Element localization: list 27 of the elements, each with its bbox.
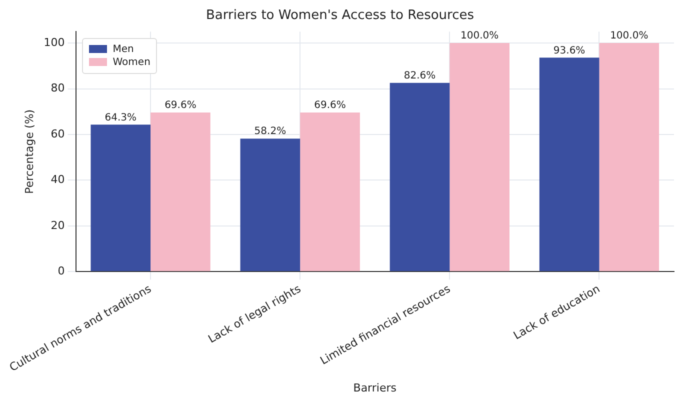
bar [300, 112, 360, 272]
y-axis-title: Percentage (%) [23, 109, 36, 194]
y-tick-label: 60 [50, 127, 65, 140]
legend-label: Women [112, 56, 150, 68]
data-label: 64.3% [104, 112, 137, 124]
data-label: 82.6% [404, 70, 436, 82]
data-label: 100.0% [460, 30, 499, 42]
bar [599, 43, 660, 272]
bar [450, 43, 510, 272]
bar [539, 58, 600, 272]
data-label: 93.6% [553, 45, 586, 56]
y-tick-label: 20 [50, 218, 65, 232]
chart-title: Barriers to Women's Access to Resources [206, 8, 474, 24]
legend-label: Men [112, 44, 134, 55]
data-label: 69.6% [314, 100, 346, 112]
x-axis-title: Barriers [353, 381, 397, 394]
bar [150, 112, 210, 272]
data-label: 100.0% [610, 30, 648, 42]
bar [240, 138, 300, 272]
data-label: 69.6% [164, 100, 196, 112]
bar [90, 124, 151, 272]
y-tick-label: 100 [44, 36, 65, 49]
bar [390, 82, 450, 272]
y-tick-label: 40 [50, 173, 65, 186]
y-tick-label: 0 [58, 264, 65, 278]
data-label: 58.2% [254, 126, 286, 138]
y-tick-label: 80 [50, 82, 65, 95]
